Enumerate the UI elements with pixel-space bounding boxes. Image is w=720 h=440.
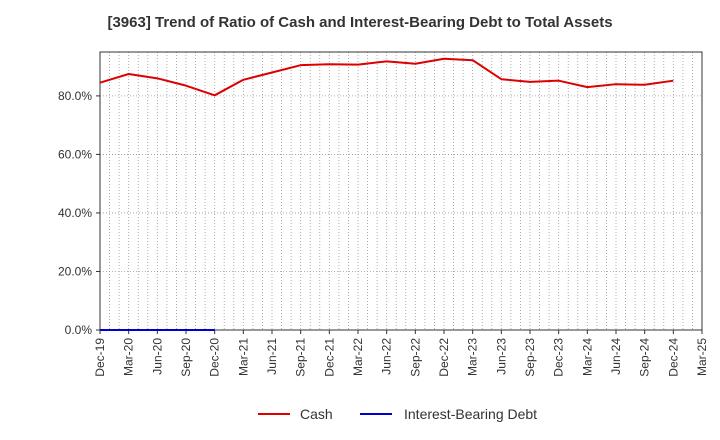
x-tick-label: Sep-20 [179, 338, 193, 377]
x-tick-label: Mar-24 [580, 338, 594, 376]
x-tick-label: Jun-23 [494, 338, 508, 375]
x-tick-label: Jun-21 [265, 338, 279, 375]
x-tick-label: Sep-23 [523, 338, 537, 377]
grid-layer [100, 52, 702, 330]
legend: Cash Interest-Bearing Debt [258, 406, 537, 422]
x-tick-label: Dec-20 [208, 338, 222, 377]
series-layer [99, 57, 674, 331]
x-tick-label: Dec-23 [552, 338, 566, 377]
y-tick-label: 0.0% [65, 323, 93, 337]
x-tick-label: Mar-20 [122, 338, 136, 376]
x-tick-label: Dec-22 [437, 338, 451, 377]
plot-frame [99, 51, 703, 331]
y-tick-label: 40.0% [58, 206, 92, 220]
y-tick-label: 60.0% [58, 147, 92, 161]
x-tick-label: Sep-21 [294, 338, 308, 377]
x-tick-label: Mar-21 [236, 338, 250, 376]
x-tick-label: Dec-19 [93, 338, 107, 377]
x-tick-label: Mar-22 [351, 338, 365, 376]
x-tick-label: Dec-21 [322, 338, 336, 377]
legend-label: Interest-Bearing Debt [404, 406, 537, 422]
y-tick-label: 80.0% [58, 89, 92, 103]
x-tick-label: Jun-24 [609, 338, 623, 375]
x-tick-label: Dec-24 [666, 338, 680, 377]
chart-title: [3963] Trend of Ratio of Cash and Intere… [107, 14, 613, 31]
x-tick-label: Mar-25 [695, 338, 709, 376]
axis-layer: 0.0% 20.0% 40.0% 60.0% 80.0% Dec-19 Mar-20 Jun-… [58, 51, 709, 377]
y-tick-label: 20.0% [58, 264, 92, 278]
legend-label: Cash [300, 406, 333, 422]
x-tick-label: Mar-23 [466, 338, 480, 376]
x-tick-label: Sep-24 [638, 338, 652, 377]
x-tick-label: Jun-22 [380, 338, 394, 375]
x-tick-label: Jun-20 [150, 338, 164, 375]
x-tick-label: Sep-22 [408, 338, 422, 377]
